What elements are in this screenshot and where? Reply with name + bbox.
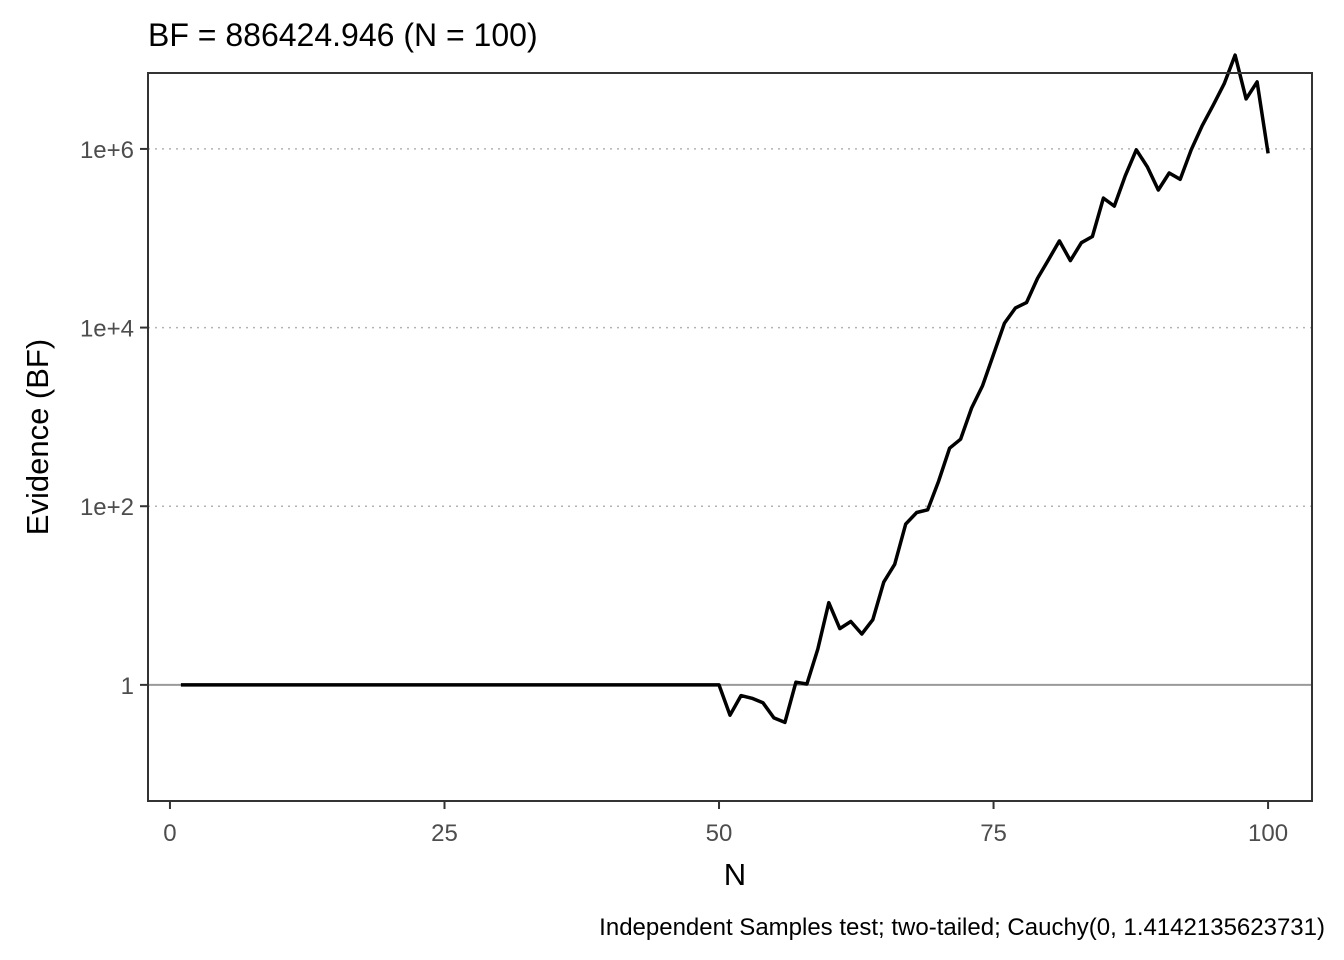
y-axis: 1 1e+2 1e+4 1e+6 — [80, 137, 148, 700]
y-axis-title: Evidence (BF) — [20, 339, 55, 535]
series-line-bf — [180, 53, 1270, 725]
y-tick-label-2: 1e+4 — [80, 316, 134, 343]
x-tick-label-3: 75 — [980, 820, 1007, 847]
x-tick-label-0: 0 — [163, 820, 176, 847]
x-axis: 0 25 50 75 100 — [163, 801, 1288, 847]
line-layer — [180, 53, 1270, 725]
y-tick-label-1: 1e+2 — [80, 494, 134, 521]
x-tick-label-4: 100 — [1248, 820, 1288, 847]
plot-border — [147, 72, 1313, 802]
plot-panel — [148, 73, 1312, 801]
chart-title: BF = 886424.946 (N = 100) — [148, 17, 538, 53]
chart-caption: Independent Samples test; two-tailed; Ca… — [599, 914, 1325, 941]
x-tick-label-2: 50 — [706, 820, 733, 847]
x-axis-title: N — [724, 857, 746, 892]
y-tick-label-3: 1e+6 — [80, 137, 134, 164]
x-tick-label-1: 25 — [431, 820, 458, 847]
y-tick-label-0: 1 — [121, 673, 134, 700]
